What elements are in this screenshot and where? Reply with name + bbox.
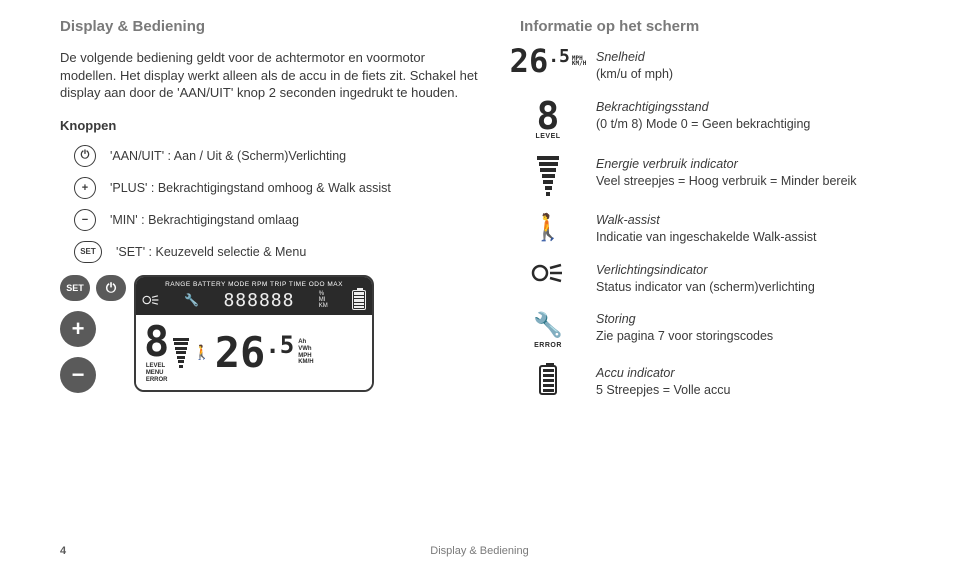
info-battery: Accu indicator 5 Streepjes = Volle accu xyxy=(520,365,899,399)
lcd-speed-units: Ah VWh MPH KM/H xyxy=(298,339,313,365)
page-footer: 4 Display & Bediening xyxy=(0,545,959,557)
lcd-top-bar: RANGE BATTERY MODE RPM TRIP TIME ODO MAX… xyxy=(136,277,372,315)
lcd-top-digits: 888888 xyxy=(223,290,294,311)
info-mode-title: Bekrachtigingsstand xyxy=(596,100,709,114)
battery-icon xyxy=(539,365,557,395)
button-row-min: − 'MIN' : Bekrachtigingstand omlaag xyxy=(74,209,480,231)
lcd-screen: RANGE BATTERY MODE RPM TRIP TIME ODO MAX… xyxy=(134,275,374,393)
info-batt-desc: 5 Streepjes = Volle accu xyxy=(596,383,730,397)
lcd-energy-bars xyxy=(173,338,189,368)
lcd-walk-icon: 🚶 xyxy=(193,344,210,361)
lcd-bottom-labels: LEVEL MENU ERROR xyxy=(146,363,168,385)
battery-icon-small xyxy=(352,290,366,310)
info-speed: 26.5 MPH KM/H Snelheid (km/u of mph) xyxy=(520,49,899,83)
info-light-desc: Status indicator van (scherm)verlichting xyxy=(596,280,815,294)
mode-icon: 8 xyxy=(537,99,560,133)
side-plus-button: + xyxy=(60,311,96,347)
page-title-left: Display & Bediening xyxy=(60,18,480,35)
info-energy-title: Energie verbruik indicator xyxy=(596,157,738,171)
button-row-power: ⏻ 'AAN/UIT' : Aan / Uit & (Scherm)Verlic… xyxy=(74,145,480,167)
info-speed-desc: (km/u of mph) xyxy=(596,67,673,81)
info-speed-title: Snelheid xyxy=(596,50,645,64)
info-walk: 🚶 Walk-assist Indicatie van ingeschakeld… xyxy=(520,212,899,246)
speed-icon-units: MPH KM/H xyxy=(572,57,586,67)
lcd-mode-digit: 8 xyxy=(144,321,169,363)
info-energy: Energie verbruik indicator Veel streepje… xyxy=(520,156,899,196)
lcd-top-labels: RANGE BATTERY MODE RPM TRIP TIME ODO MAX xyxy=(142,281,366,288)
light-icon xyxy=(520,262,576,284)
intro-text: De volgende bediening geldt voor de acht… xyxy=(60,49,480,102)
lcd-main-area: 8 LEVEL MENU ERROR 🚶 26.5 Ah VWh MPH KM/… xyxy=(136,315,372,391)
info-error-desc: Zie pagina 7 voor storingscodes xyxy=(596,329,773,343)
info-mode-desc: (0 t/m 8) Mode 0 = Geen bekrachtiging xyxy=(596,117,810,131)
side-minus-button: − xyxy=(60,357,96,393)
lcd-speed: 26.5 xyxy=(215,332,294,374)
page-number: 4 xyxy=(60,545,66,557)
side-set-button: SET xyxy=(60,275,90,301)
info-error: 🔧 ERROR Storing Zie pagina 7 voor storin… xyxy=(520,311,899,349)
lcd-speed-dec: .5 xyxy=(265,333,294,357)
button-list: ⏻ 'AAN/UIT' : Aan / Uit & (Scherm)Verlic… xyxy=(74,145,480,263)
footer-title: Display & Bediening xyxy=(430,545,528,557)
info-mode: 8 LEVEL Bekrachtigingsstand (0 t/m 8) Mo… xyxy=(520,99,899,140)
info-error-title: Storing xyxy=(596,312,636,326)
side-button-cluster: SET ⏻ + − xyxy=(60,275,126,393)
info-energy-desc: Veel streepjes = Hoog verbruik = Minder … xyxy=(596,174,857,188)
light-icon-small xyxy=(142,293,160,307)
walk-icon: 🚶 xyxy=(532,212,564,243)
info-walk-title: Walk-assist xyxy=(596,213,660,227)
info-batt-title: Accu indicator xyxy=(596,366,675,380)
button-label: 'SET' : Keuzeveld selectie & Menu xyxy=(116,245,306,259)
energy-icon xyxy=(537,156,559,196)
set-icon: SET xyxy=(74,241,102,263)
button-row-plus: + 'PLUS' : Bekrachtigingstand omhoog & W… xyxy=(74,177,480,199)
button-label: 'PLUS' : Bekrachtigingstand omhoog & Wal… xyxy=(110,181,391,195)
side-power-button: ⏻ xyxy=(96,275,126,301)
button-label: 'MIN' : Bekrachtigingstand omlaag xyxy=(110,213,299,227)
knoppen-heading: Knoppen xyxy=(60,118,480,133)
power-icon: ⏻ xyxy=(74,145,96,167)
lcd-speed-int: 26 xyxy=(215,332,266,374)
plus-icon: + xyxy=(74,177,96,199)
info-light: Verlichtingsindicator Status indicator v… xyxy=(520,262,899,296)
speed-icon: 26.5 MPH KM/H xyxy=(510,49,587,75)
info-light-title: Verlichtingsindicator xyxy=(596,263,707,277)
button-label: 'AAN/UIT' : Aan / Uit & (Scherm)Verlicht… xyxy=(110,149,346,163)
display-mockup: SET ⏻ + − RANGE BATTERY MODE RPM TRIP TI… xyxy=(60,275,480,393)
button-row-set: SET 'SET' : Keuzeveld selectie & Menu xyxy=(74,241,480,263)
level-label: LEVEL xyxy=(535,133,560,140)
error-label: ERROR xyxy=(534,342,562,349)
wrench-icon-small: 🔧 xyxy=(184,293,199,307)
lcd-top-units: % MI KM xyxy=(319,291,328,309)
info-walk-desc: Indicatie van ingeschakelde Walk-assist xyxy=(596,230,816,244)
speed-icon-dec: .5 xyxy=(548,50,570,64)
page-title-right: Informatie op het scherm xyxy=(520,18,899,35)
wrench-icon: 🔧 xyxy=(533,311,563,340)
speed-icon-int: 26 xyxy=(510,49,549,75)
minus-icon: − xyxy=(74,209,96,231)
